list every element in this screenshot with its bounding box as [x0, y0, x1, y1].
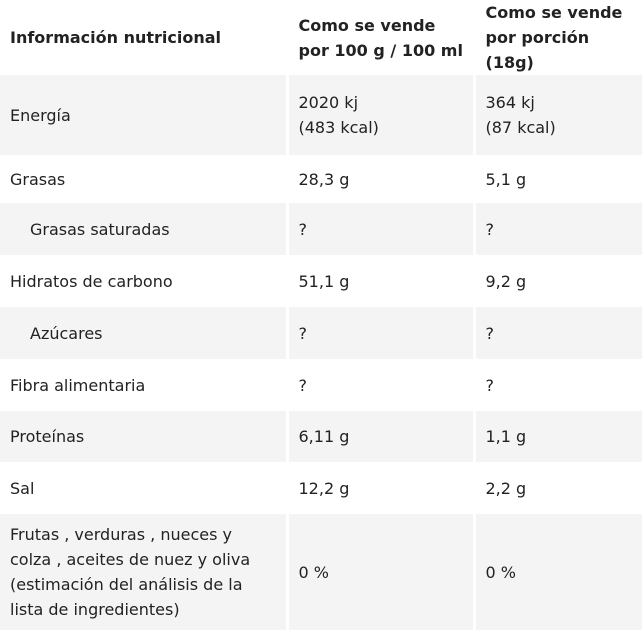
nutrient-value: 28,3 g [285, 155, 474, 203]
nutrient-name: Hidratos de carbono [10, 271, 173, 291]
nutrient-value: 51,1 g [285, 255, 474, 307]
header-cell: Como se vende por porción (18g) [472, 0, 642, 75]
table-row: Sal 12,2 g 2,2 g [0, 462, 642, 514]
cell-line: por porción (18g) [485, 28, 590, 72]
nutrient-name: Grasas [10, 169, 66, 189]
cell-line: por 100 g / 100 ml [298, 40, 463, 60]
nutrient-value: ? [285, 307, 474, 359]
table-row: Grasas saturadas?? [0, 203, 642, 255]
table-row: Hidratos de carbono 51,1 g 9,2 g [0, 255, 642, 307]
nutrient-value: ? [472, 359, 642, 411]
table-row: Grasas 28,3 g 5,1 g [0, 155, 642, 203]
nutrient-value: 5,1 g [472, 155, 642, 203]
table-row: Fibra alimentaria?? [0, 359, 642, 411]
nutrient-name: Sal [10, 478, 35, 498]
nutrient-value: ? [472, 307, 642, 359]
header-cell: Información nutricional [10, 28, 222, 47]
header-cell: Como se vende por 100 g / 100 ml [285, 0, 474, 75]
table-row: Proteínas 6,11 g 1,1 g [0, 411, 642, 462]
nutrient-value: 0 % [285, 514, 474, 630]
nutrient-name: Azúcares [0, 307, 287, 359]
nutrient-value: 6,11 g [285, 411, 474, 462]
nutrient-name: Frutas , verduras , nueces y colza , ace… [0, 514, 287, 630]
cell-line: (483 kcal) [298, 118, 379, 137]
cell-line: Como se vende [485, 3, 623, 22]
nutrient-value: 9,2 g [472, 255, 642, 307]
cell-line: (87 kcal) [485, 118, 556, 137]
nutrient-value: 2020 kj (483 kcal) [285, 75, 474, 155]
table-row: Frutas , verduras , nueces y colza , ace… [0, 514, 642, 630]
nutrient-name: Energía [0, 75, 287, 155]
table-row: Energía 2020 kj (483 kcal) 364 kj (87 kcal) [0, 75, 642, 155]
nutrient-value: 12,2 g [285, 462, 474, 514]
nutrient-value: ? [285, 359, 474, 411]
cell-line: Como se vende [298, 15, 436, 35]
nutrient-value: ? [285, 203, 474, 255]
table-row: Azúcares?? [0, 307, 642, 359]
nutrient-name: Grasas saturadas [0, 203, 287, 255]
nutrient-value: 364 kj (87 kcal) [472, 75, 642, 155]
nutrient-value: ? [472, 203, 642, 255]
nutrient-name: Proteínas [0, 411, 287, 462]
nutrient-name: Fibra alimentaria [10, 375, 146, 395]
cell-line: 2020 kj [298, 93, 359, 112]
nutrient-value: 1,1 g [472, 411, 642, 462]
nutrient-value: 2,2 g [472, 462, 642, 514]
header-row: Información nutricional Como se vende por … [0, 0, 642, 75]
nutrient-value: 0 % [472, 514, 642, 630]
cell-line: 364 kj [485, 93, 535, 112]
